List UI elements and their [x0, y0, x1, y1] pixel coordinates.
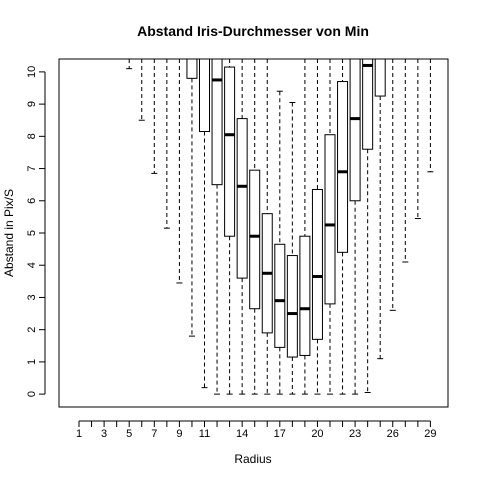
box-group-9	[176, 59, 183, 284]
box	[249, 169, 261, 310]
box	[349, 58, 361, 202]
box-group-17	[274, 90, 286, 395]
box-group-18	[286, 102, 298, 395]
x-tick-label: 20	[311, 428, 323, 440]
y-tick-label: 4	[26, 262, 38, 268]
y-tick-label: 5	[26, 230, 38, 236]
box	[286, 255, 298, 358]
box	[337, 81, 349, 253]
box-group-19	[299, 59, 311, 395]
box	[362, 58, 374, 150]
y-tick-label: 0	[26, 391, 38, 397]
x-tick-label: 17	[274, 428, 286, 440]
x-tick-label: 3	[101, 428, 107, 440]
box-group-25	[374, 58, 386, 360]
box-group-5	[126, 59, 133, 70]
box	[199, 58, 210, 132]
y-tick-label: 6	[26, 198, 38, 204]
box	[374, 58, 386, 97]
y-tick-label: 9	[26, 101, 38, 107]
box	[236, 118, 248, 279]
box-group-11	[199, 58, 210, 389]
box-group-29	[427, 59, 434, 173]
x-tick-label: 26	[387, 428, 399, 440]
x-tick-label: 1	[76, 428, 82, 440]
box	[311, 189, 323, 340]
x-tick-label: 7	[151, 428, 157, 440]
x-axis: 1 3 5 7 9 11 14 17 20 23 26 29	[76, 420, 437, 440]
box	[211, 58, 223, 186]
plot-area	[126, 58, 434, 395]
y-axis-label: Abstand in Pix/S	[2, 189, 16, 277]
box	[274, 243, 286, 348]
x-tick-label: 14	[236, 428, 248, 440]
y-tick-label: 8	[26, 133, 38, 139]
y-axis: 0 1 2 3 4 5 6 7 8 9 10	[26, 66, 46, 397]
x-tick-label: 11	[199, 428, 210, 440]
box-group-15	[249, 59, 261, 395]
plot-frame	[58, 58, 449, 408]
box-group-23	[349, 58, 361, 395]
box-group-26	[389, 59, 396, 311]
box	[299, 235, 311, 356]
x-tick-label: 29	[424, 428, 436, 440]
y-tick-label: 3	[26, 294, 38, 300]
box-group-8	[163, 59, 170, 229]
y-tick-label: 10	[26, 66, 38, 78]
box-group-21	[324, 59, 336, 395]
x-tick-label: 9	[176, 428, 182, 440]
box-group-7	[151, 59, 158, 174]
box-group-16	[261, 59, 273, 395]
box-group-28	[414, 59, 421, 219]
box-group-13	[224, 59, 236, 395]
box-group-20	[311, 59, 323, 395]
box-group-14	[236, 59, 248, 395]
y-tick-label: 1	[26, 359, 38, 365]
x-axis-label: Radius	[234, 452, 271, 466]
box	[186, 58, 198, 79]
box-group-22	[337, 59, 349, 395]
box-group-24	[362, 58, 374, 393]
box	[224, 66, 236, 237]
x-tick-label: 5	[126, 428, 132, 440]
box-group-12	[211, 58, 223, 395]
box-group-6	[138, 59, 145, 121]
x-tick-label: 23	[349, 428, 361, 440]
y-tick-label: 7	[26, 165, 38, 171]
chart-title: Abstand Iris-Durchmesser von Min	[137, 23, 369, 39]
box-group-10	[186, 58, 198, 337]
y-tick-label: 2	[26, 327, 38, 333]
box-group-27	[402, 59, 409, 263]
box	[324, 134, 336, 305]
